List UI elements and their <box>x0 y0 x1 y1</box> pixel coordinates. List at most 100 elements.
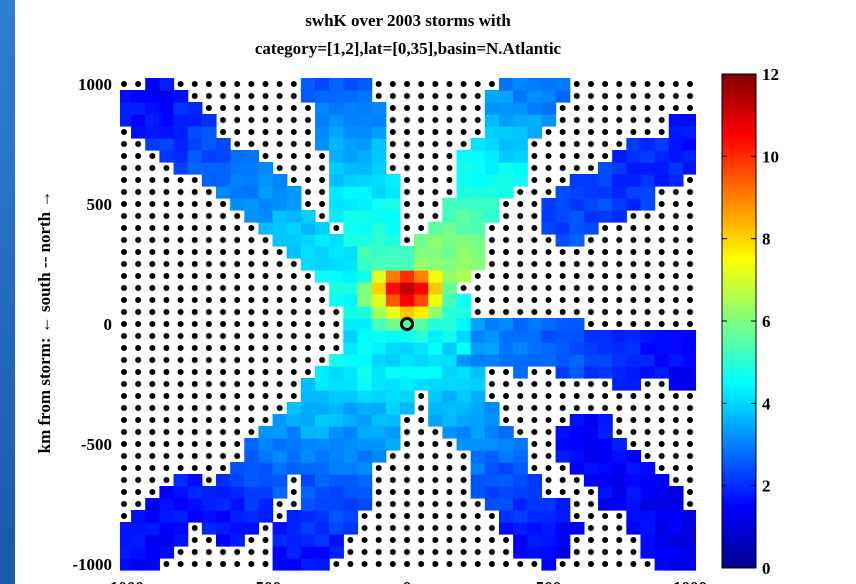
heatmap-cell <box>386 246 401 259</box>
masked-dot <box>220 285 226 291</box>
heatmap-cell <box>499 450 514 463</box>
masked-dot <box>305 345 311 351</box>
masked-dot <box>192 321 198 327</box>
heatmap-cell <box>612 210 627 223</box>
masked-dot <box>602 93 608 99</box>
masked-dot <box>630 117 636 123</box>
heatmap-cell <box>584 474 599 487</box>
masked-dot <box>546 273 552 279</box>
heatmap-cell <box>556 90 571 103</box>
heatmap-cell <box>230 198 245 211</box>
heatmap-cell <box>188 102 203 115</box>
masked-dot <box>659 261 665 267</box>
heatmap-cell <box>329 78 344 91</box>
heatmap-cell <box>428 354 443 367</box>
masked-dot <box>319 189 325 195</box>
masked-dot <box>376 561 382 567</box>
masked-dot <box>135 357 141 363</box>
masked-dot <box>135 261 141 267</box>
heatmap-cell <box>570 198 585 211</box>
heatmap-cell <box>273 414 288 427</box>
heatmap-cell <box>640 162 655 175</box>
heatmap-cell <box>287 210 302 223</box>
heatmap-cell <box>471 426 486 439</box>
heatmap-cell <box>315 138 330 151</box>
masked-dot <box>432 129 438 135</box>
masked-dot <box>602 537 608 543</box>
masked-dot <box>220 561 226 567</box>
masked-dot <box>376 81 382 87</box>
masked-dot <box>220 93 226 99</box>
masked-dot <box>687 273 693 279</box>
masked-dot <box>531 441 537 447</box>
heatmap-cell <box>258 222 273 235</box>
heatmap-cell <box>499 138 514 151</box>
heatmap-cell <box>301 462 316 475</box>
masked-dot <box>404 105 410 111</box>
heatmap-cell <box>499 126 514 139</box>
masked-dot <box>475 297 481 303</box>
masked-dot <box>616 117 622 123</box>
heatmap-cell <box>556 510 571 523</box>
masked-dot <box>206 189 212 195</box>
heatmap-cell <box>343 462 358 475</box>
heatmap-cell <box>145 534 160 547</box>
heatmap-cell <box>372 450 387 463</box>
heatmap-cell <box>442 390 457 403</box>
masked-dot <box>263 345 269 351</box>
masked-dot <box>687 105 693 111</box>
masked-dot <box>645 117 651 123</box>
heatmap-cell <box>570 186 585 199</box>
masked-dot <box>531 381 537 387</box>
masked-dot <box>475 513 481 519</box>
heatmap-cell <box>556 546 571 559</box>
heatmap-cell <box>372 126 387 139</box>
heatmap-cell <box>273 174 288 187</box>
heatmap-cell <box>499 426 514 439</box>
masked-dot <box>645 417 651 423</box>
masked-dot <box>404 477 410 483</box>
masked-dot <box>418 561 424 567</box>
heatmap-cell <box>683 162 698 175</box>
heatmap-cell <box>485 450 500 463</box>
heatmap-cell <box>174 486 189 499</box>
masked-dot <box>531 273 537 279</box>
masked-dot <box>220 213 226 219</box>
masked-dot <box>645 453 651 459</box>
heatmap-cell <box>301 498 316 511</box>
masked-dot <box>121 477 127 483</box>
heatmap-cell <box>357 150 372 163</box>
masked-dot <box>630 309 636 315</box>
heatmap-cell <box>216 522 231 535</box>
heatmap-cell <box>329 102 344 115</box>
masked-dot <box>602 237 608 243</box>
masked-dot <box>121 189 127 195</box>
heatmap-cell <box>400 402 415 415</box>
masked-dot <box>404 129 410 135</box>
masked-dot <box>291 129 297 135</box>
heatmap-cell <box>598 162 613 175</box>
heatmap-cell <box>244 150 259 163</box>
heatmap-cell <box>145 78 160 91</box>
heatmap-cell <box>499 486 514 499</box>
heatmap-cell <box>513 366 528 379</box>
heatmap-cell <box>570 222 585 235</box>
masked-dot <box>475 81 481 87</box>
heatmap-cell <box>174 126 189 139</box>
masked-dot <box>206 309 212 315</box>
heatmap-cell <box>612 498 627 511</box>
heatmap-cell <box>457 426 472 439</box>
y-tick-label: -500 <box>81 435 112 454</box>
heatmap-cell <box>343 282 358 295</box>
masked-dot <box>645 81 651 87</box>
heatmap-cell <box>159 102 174 115</box>
heatmap-cell <box>612 354 627 367</box>
heatmap-cell <box>372 438 387 451</box>
heatmap-cell <box>301 402 316 415</box>
masked-dot <box>461 129 467 135</box>
heatmap-cell <box>145 522 160 535</box>
heatmap-cell <box>485 486 500 499</box>
masked-dot <box>588 381 594 387</box>
heatmap-cell <box>683 522 698 535</box>
heatmap-cell <box>131 558 146 571</box>
